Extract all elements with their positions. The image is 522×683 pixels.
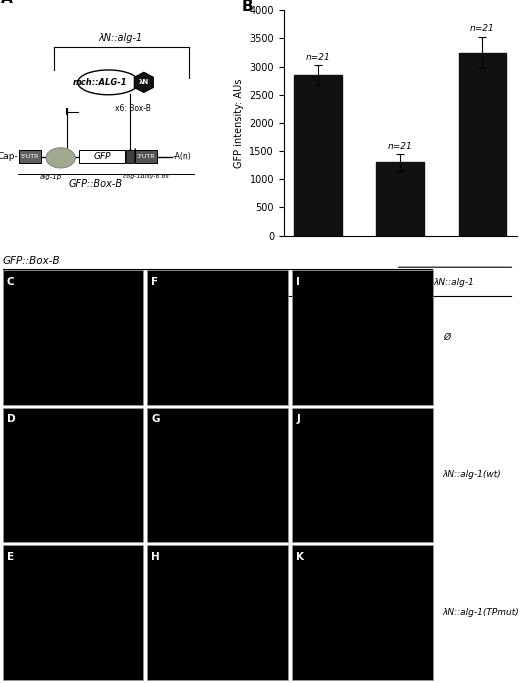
Text: Ø: Ø xyxy=(443,333,450,342)
Bar xyxy=(458,53,506,236)
Text: H: H xyxy=(151,552,160,561)
Bar xyxy=(126,150,135,163)
Text: K: K xyxy=(296,552,304,561)
FancyBboxPatch shape xyxy=(292,408,433,542)
Text: -A(n): -A(n) xyxy=(172,152,191,161)
Text: GFP::Box-B: GFP::Box-B xyxy=(69,179,123,189)
Text: G: G xyxy=(151,414,160,424)
Text: λN::alg-1: λN::alg-1 xyxy=(99,33,143,44)
Text: x6: Box-B: x6: Box-B xyxy=(115,104,151,113)
Polygon shape xyxy=(134,72,153,92)
Bar xyxy=(376,163,424,236)
Text: J: J xyxy=(296,414,300,424)
FancyBboxPatch shape xyxy=(147,408,288,542)
Text: Cap-: Cap- xyxy=(0,152,18,161)
Ellipse shape xyxy=(78,70,139,95)
Text: n=21: n=21 xyxy=(306,53,330,61)
Text: mch::ALG-1: mch::ALG-1 xyxy=(73,78,127,87)
Text: n=21: n=21 xyxy=(388,141,413,150)
Text: A: A xyxy=(1,0,13,5)
Bar xyxy=(19,150,41,163)
Bar xyxy=(79,150,125,163)
FancyBboxPatch shape xyxy=(3,270,143,404)
Text: D: D xyxy=(7,414,15,424)
FancyBboxPatch shape xyxy=(292,545,433,680)
Text: cog-1Δlsy-6 bs: cog-1Δlsy-6 bs xyxy=(123,173,169,179)
FancyBboxPatch shape xyxy=(147,545,288,680)
Bar xyxy=(135,150,157,163)
Text: λN::alg-1(wt): λN::alg-1(wt) xyxy=(443,471,502,479)
Text: 3'UTR: 3'UTR xyxy=(137,154,156,159)
Text: E: E xyxy=(7,552,14,561)
Text: F: F xyxy=(151,277,159,287)
Text: B: B xyxy=(242,0,254,14)
Text: λN::alg-1: λN::alg-1 xyxy=(433,279,474,288)
Bar xyxy=(294,75,342,236)
Text: GFP::Box-B: GFP::Box-B xyxy=(375,308,425,317)
Text: λN: λN xyxy=(139,79,149,85)
Text: 5'UTR: 5'UTR xyxy=(21,154,39,159)
Text: GFP::Box-B: GFP::Box-B xyxy=(3,256,60,266)
Text: GFP: GFP xyxy=(93,152,111,161)
FancyBboxPatch shape xyxy=(3,408,143,542)
FancyBboxPatch shape xyxy=(3,545,143,680)
Text: I: I xyxy=(296,277,300,287)
Text: n=21: n=21 xyxy=(470,25,495,33)
Text: C: C xyxy=(7,277,14,287)
Text: alg-1p: alg-1p xyxy=(40,173,62,180)
Text: λN::alg-1(TPmut): λN::alg-1(TPmut) xyxy=(443,608,519,617)
Ellipse shape xyxy=(46,148,75,168)
FancyBboxPatch shape xyxy=(292,270,433,404)
FancyBboxPatch shape xyxy=(147,270,288,404)
Y-axis label: GFP intensity: AUs: GFP intensity: AUs xyxy=(234,79,244,167)
